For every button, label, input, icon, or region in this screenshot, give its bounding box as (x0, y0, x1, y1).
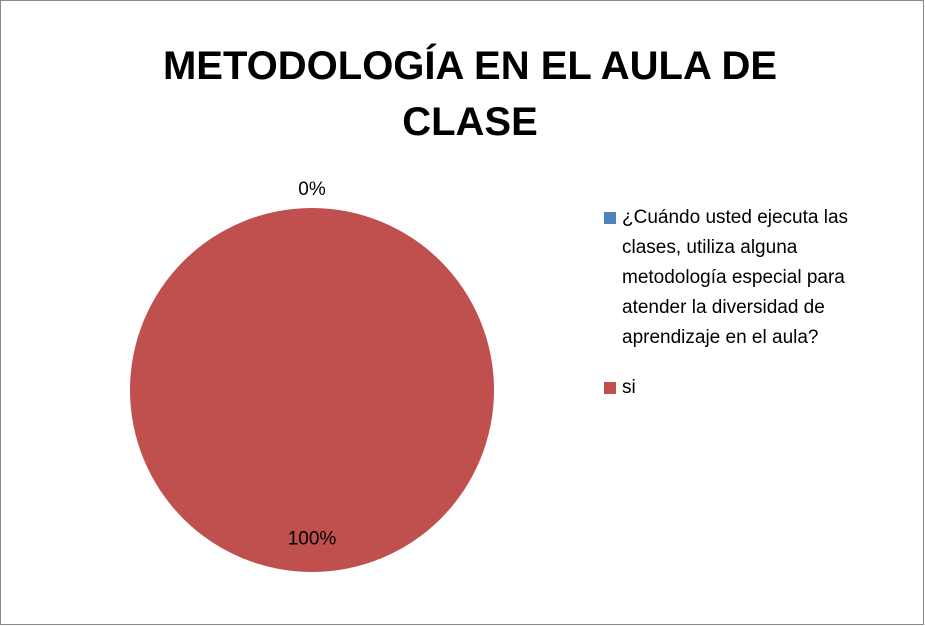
pie-slice (130, 208, 494, 572)
legend-label: ¿Cuándo usted ejecuta las clases, utiliz… (622, 207, 849, 348)
legend-label: si (622, 377, 636, 398)
legend-swatch (604, 382, 616, 394)
data-label: 0% (298, 179, 326, 200)
chart-title: METODOLOGÍA EN EL AULA DE CLASE (162, 44, 778, 144)
data-label: 100% (288, 528, 337, 549)
legend-swatch (604, 212, 616, 224)
